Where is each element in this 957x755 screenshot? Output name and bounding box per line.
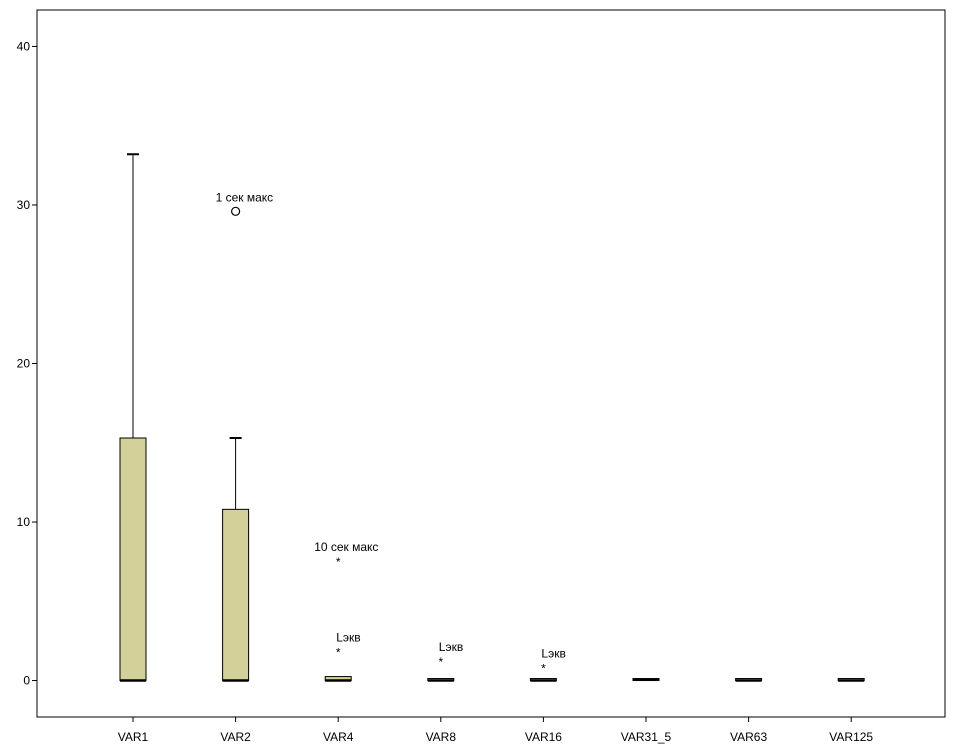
- box-group: [119, 153, 147, 682]
- outliers-layer: 1 сек макс*10 сек макс*Lэкв*Lэкв*Lэкв: [216, 190, 566, 675]
- outlier-label: 1 сек макс: [216, 190, 274, 204]
- boxes-layer: [119, 153, 865, 682]
- x-tick-label: VAR4: [323, 730, 354, 744]
- y-tick-label: 20: [17, 357, 31, 371]
- y-tick-label: 10: [17, 515, 31, 529]
- box-group: [324, 676, 352, 682]
- x-tick-label: VAR2: [220, 730, 251, 744]
- y-axis: 0 10 20 30 40: [17, 39, 37, 688]
- outlier-label: Lэкв: [336, 630, 360, 644]
- outlier-star: *: [336, 555, 341, 569]
- box: [222, 508, 250, 682]
- outlier-star: *: [336, 645, 341, 659]
- box-group: [632, 678, 660, 682]
- outlier-label: 10 сек макс: [314, 540, 378, 554]
- outlier-star: *: [438, 655, 443, 669]
- plot-frame: [36, 9, 946, 718]
- x-tick-label: VAR1: [118, 730, 149, 744]
- outlier-circle: [231, 206, 241, 216]
- y-tick-label: 40: [17, 39, 31, 53]
- y-tick-label: 30: [17, 198, 31, 212]
- x-tick-label: VAR16: [525, 730, 562, 744]
- x-tick-label: VAR63: [730, 730, 767, 744]
- box: [119, 437, 147, 682]
- x-tick-label: VAR8: [426, 730, 457, 744]
- box-group: [837, 678, 865, 682]
- outlier-star: *: [541, 661, 546, 675]
- box-group: [735, 678, 763, 682]
- box-group: [529, 678, 557, 682]
- x-tick-label: VAR31_5: [621, 730, 672, 744]
- outlier-label: Lэкв: [439, 640, 463, 654]
- box-group: [427, 678, 455, 682]
- x-tick-label: VAR125: [829, 730, 873, 744]
- outlier-label: Lэкв: [541, 646, 565, 660]
- y-tick-label: 0: [23, 674, 30, 688]
- x-axis: VAR1 VAR2 VAR4 VAR8 VAR16 VAR31_5 VAR63 VAR125: [118, 717, 873, 744]
- box-group: [222, 437, 250, 682]
